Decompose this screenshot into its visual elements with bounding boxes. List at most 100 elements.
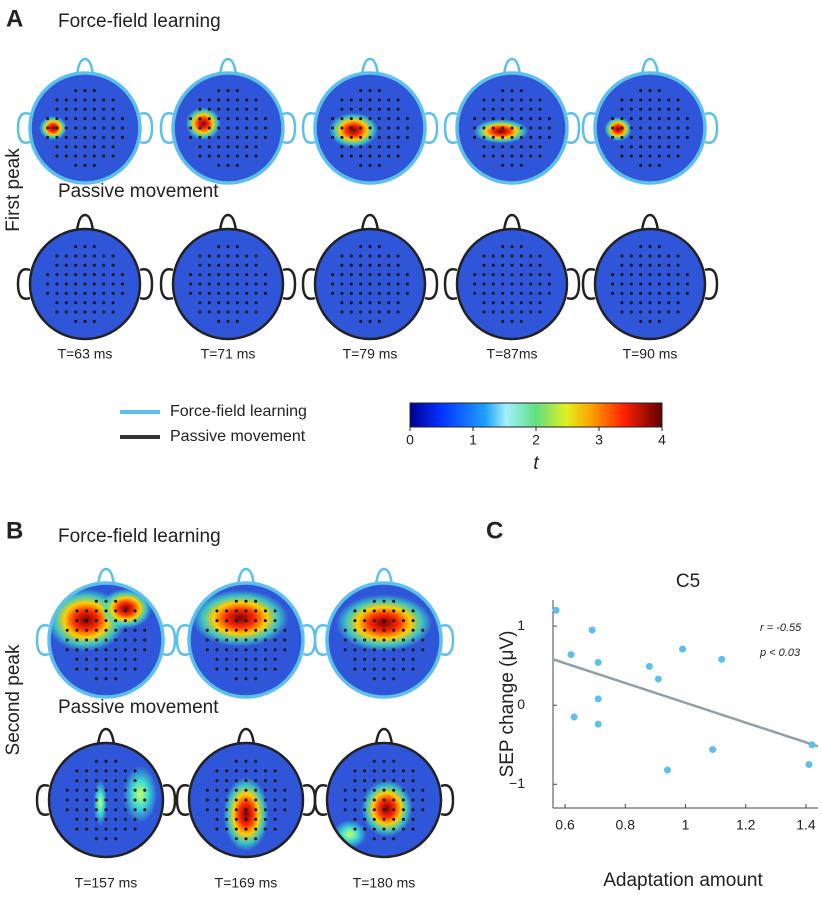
electrode [639, 254, 643, 258]
electrode [491, 301, 495, 305]
electrode [74, 310, 78, 314]
electrode [215, 657, 219, 661]
electrode [74, 319, 78, 323]
electrode [396, 98, 400, 102]
head-nose [502, 57, 522, 76]
electrode [102, 135, 106, 139]
electrode [353, 628, 357, 632]
electrode [359, 145, 363, 149]
electrode [396, 135, 400, 139]
electrode [620, 254, 624, 258]
colorbar-tick-label: 3 [595, 432, 603, 448]
electrode [667, 145, 671, 149]
electrode [55, 98, 59, 102]
electrode [648, 135, 652, 139]
electrode [273, 609, 277, 613]
electrode [491, 107, 495, 111]
panel-label: A [6, 5, 23, 32]
electrode [377, 263, 381, 267]
electrode [396, 263, 400, 267]
electrode [254, 827, 258, 831]
electrode [396, 154, 400, 158]
electrode [372, 638, 376, 642]
electrode [226, 89, 230, 93]
electrode [46, 282, 50, 286]
topomap [159, 213, 297, 341]
electrode [133, 609, 137, 613]
electrode [519, 319, 523, 323]
electrode [234, 798, 238, 802]
panel-label: B [6, 517, 23, 544]
electrode [363, 808, 367, 812]
electrode [226, 107, 230, 111]
electrode [667, 154, 671, 158]
electrode [401, 779, 405, 783]
head-ear [282, 268, 297, 300]
colorbar-tick-label: 0 [406, 432, 414, 448]
electrode [245, 126, 249, 130]
activity-blob [185, 107, 221, 141]
electrode [501, 310, 505, 314]
electrode [368, 273, 372, 277]
topomap [581, 57, 719, 185]
electrode [123, 827, 127, 831]
side-label: First peak [3, 148, 24, 232]
electrode [273, 817, 277, 821]
electrode [363, 619, 367, 623]
electrode [547, 273, 551, 277]
electrode [217, 273, 221, 277]
electrode [254, 117, 258, 121]
electrode [111, 310, 115, 314]
head-outline [593, 227, 707, 341]
electrode [639, 117, 643, 121]
electrode [411, 609, 415, 613]
electrode [235, 245, 239, 249]
electrode [405, 282, 409, 286]
electrode [349, 291, 353, 295]
electrode [387, 98, 391, 102]
head-ear [424, 268, 439, 300]
head-ear [162, 784, 177, 816]
electrode [620, 107, 624, 111]
electrode [510, 282, 514, 286]
condition-title: Passive movement [58, 181, 219, 202]
electrode [102, 254, 106, 258]
electrode [244, 817, 248, 821]
electrode [94, 798, 98, 802]
electrode [368, 145, 372, 149]
point [805, 761, 813, 769]
electrode [234, 657, 238, 661]
electrode [473, 291, 477, 295]
electrode [215, 667, 219, 671]
electrode [217, 126, 221, 130]
electrode [411, 657, 415, 661]
electrode [387, 145, 391, 149]
electrode [114, 609, 118, 613]
head-nose [96, 727, 116, 746]
head-ear [139, 112, 154, 144]
electrode [392, 677, 396, 681]
electrode [114, 667, 118, 671]
point [808, 741, 816, 749]
electrode [273, 648, 277, 652]
electrode [657, 282, 661, 286]
electrode [104, 759, 108, 763]
topomap [16, 57, 154, 185]
electrode [657, 263, 661, 267]
electrode [510, 291, 514, 295]
electrode [629, 291, 633, 295]
electrode [421, 788, 425, 792]
electrode [363, 827, 367, 831]
electrode [143, 638, 147, 642]
electrode [83, 145, 87, 149]
electrode [411, 808, 415, 812]
electrode [143, 648, 147, 652]
head-outline [171, 227, 285, 341]
electrode [114, 817, 118, 821]
electrode [547, 117, 551, 121]
electrode [368, 117, 372, 121]
colorbar-tick-label: 1 [469, 432, 477, 448]
electrode [620, 291, 624, 295]
electrode [657, 291, 661, 295]
electrode [401, 808, 405, 812]
